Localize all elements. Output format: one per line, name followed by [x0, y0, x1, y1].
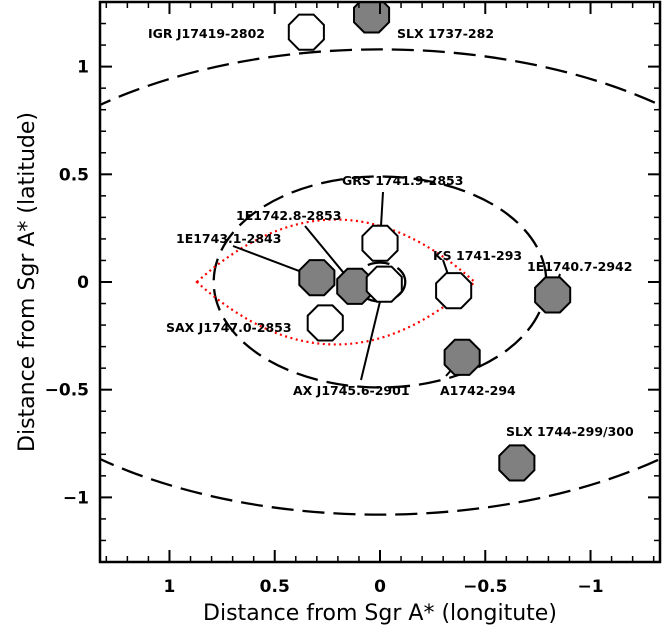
- x-axis-title: Distance from Sgr A* (longitute): [203, 601, 557, 626]
- source-label: SLX 1737-282: [397, 26, 494, 41]
- open-source-marker: [287, 13, 325, 51]
- source-label: SLX 1744-299/300: [506, 424, 634, 439]
- filled-source-marker: [498, 444, 536, 482]
- filled-source-marker: [443, 338, 481, 376]
- x-tick-label: 1: [164, 577, 176, 597]
- source-label: 1E1740.7-2942: [527, 259, 632, 274]
- filled-source-marker: [534, 276, 572, 314]
- dashed-ellipse-3: [100, 48, 660, 516]
- source-label: AX J1745.6-2901: [293, 383, 410, 398]
- source-label: IGR J17419-2802: [148, 26, 265, 41]
- y-tick-label: 1: [77, 58, 89, 78]
- open-source-marker: [365, 265, 403, 303]
- source-label: GRS 1741.9-2853: [342, 173, 463, 188]
- source-label: 1E1742.8-2853: [236, 208, 341, 223]
- y-tick-label: −1: [63, 488, 89, 508]
- y-tick-label: −0.5: [45, 381, 89, 401]
- open-source-marker: [361, 224, 399, 262]
- y-axis-title: Distance from Sgr A* (latitude): [15, 112, 40, 452]
- source-label: 1E1743.1-2843: [176, 231, 281, 246]
- y-tick-label: 0: [77, 273, 89, 293]
- open-source-marker: [435, 272, 473, 310]
- x-tick-label: 0.5: [260, 577, 290, 597]
- filled-source-marker: [298, 259, 336, 297]
- x-tick-label: −0.5: [463, 577, 507, 597]
- x-tick-label: −1: [577, 577, 603, 597]
- y-tick-label: 0.5: [59, 165, 89, 185]
- source-label: A1742-294: [440, 383, 516, 398]
- source-label: SAX J1747.0-2853: [166, 320, 292, 335]
- source-label: KS 1741-293: [433, 248, 522, 263]
- open-source-marker: [306, 304, 344, 342]
- x-tick-label: 0: [374, 577, 386, 597]
